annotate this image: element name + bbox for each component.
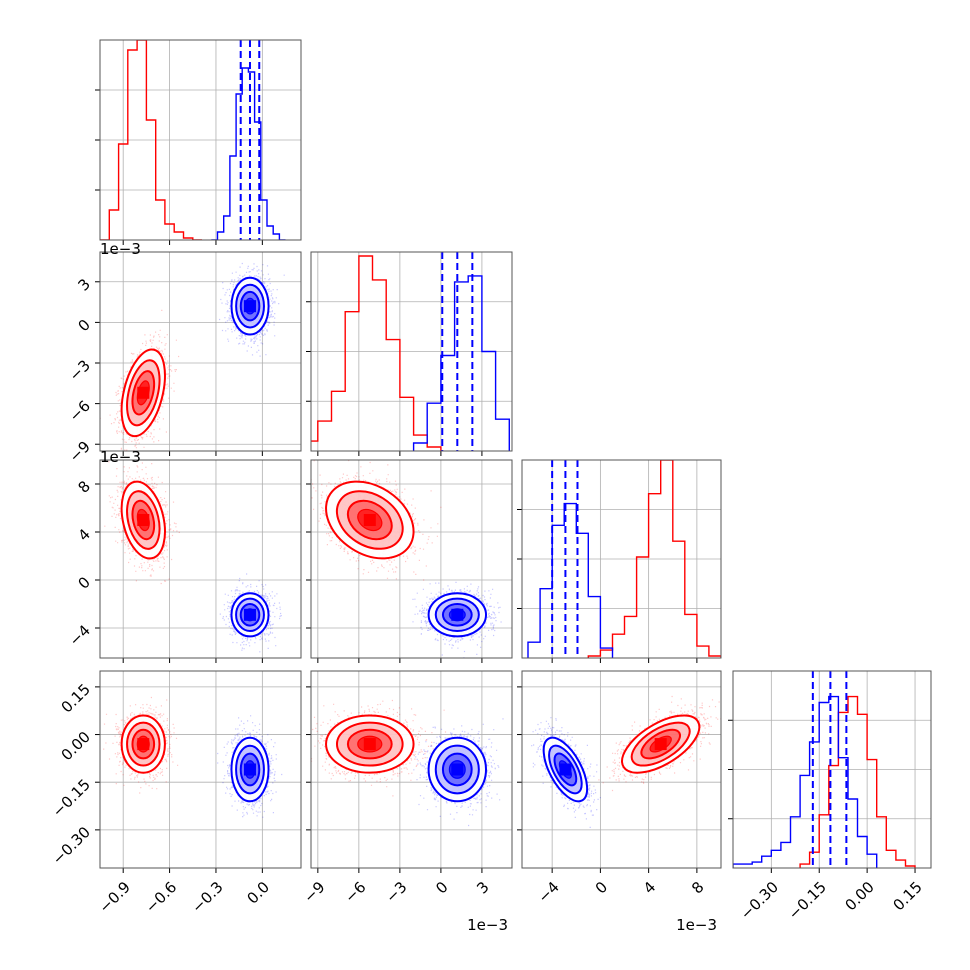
hist-red xyxy=(799,695,916,868)
scatter-panel-2-1 xyxy=(306,459,513,663)
panel-frame xyxy=(521,670,722,869)
density-peak xyxy=(654,738,667,751)
y-tick-label: 0 xyxy=(75,573,94,592)
x-tick-label: −3 xyxy=(382,878,410,906)
panel-frame xyxy=(99,39,302,241)
x-offset-label: 1e−3 xyxy=(676,916,717,934)
hist-blue xyxy=(412,275,510,451)
y-tick-label: 0.15 xyxy=(58,680,94,716)
x-tick-label: −0.3 xyxy=(188,878,226,916)
panel-frame xyxy=(99,459,302,659)
x-tick-label: −0.6 xyxy=(142,878,180,916)
y-tick-label: 3 xyxy=(75,275,94,294)
x-tick-label: 3 xyxy=(473,878,492,897)
y-tick-label: 0 xyxy=(75,316,94,335)
hist-blue xyxy=(211,67,286,240)
diag-panel-2 xyxy=(517,459,722,663)
y-tick-label: 8 xyxy=(75,477,94,496)
panel-frame xyxy=(732,670,932,869)
density-peak xyxy=(137,514,150,526)
panel-frame xyxy=(310,251,513,452)
scatter-group xyxy=(311,460,502,658)
x-axis-labels-3: −0.30 −0.15 0.00 0.15 xyxy=(737,878,926,923)
x-axis-labels-2: −4 0 4 8 1e−3 xyxy=(535,878,717,934)
x-tick-label: −4 xyxy=(535,878,563,906)
y-tick-label: −4 xyxy=(66,621,94,649)
density-peak xyxy=(451,608,464,621)
x-tick-label: 4 xyxy=(640,878,659,897)
x-tick-label: 0.15 xyxy=(889,878,925,914)
x-tick-label: −0.9 xyxy=(95,878,133,916)
x-axis-labels-0: −0.9 −0.6 −0.3 0.0 xyxy=(95,878,273,916)
scatter-group xyxy=(103,696,283,818)
y-tick-label: 4 xyxy=(75,525,94,544)
x-tick-label: −0.30 xyxy=(737,878,782,923)
diag-panel-1 xyxy=(306,251,513,456)
density-peak xyxy=(243,763,256,776)
density-peak xyxy=(137,386,150,399)
panel-frame xyxy=(521,459,722,659)
scatter-panel-3-0 xyxy=(95,670,302,873)
scatter-panel-2-0 xyxy=(95,459,302,663)
diag-panel-3 xyxy=(728,670,932,873)
density-peak xyxy=(137,738,150,751)
density-peak xyxy=(363,514,376,526)
scatter-group xyxy=(104,461,282,653)
y-tick-label: −0.15 xyxy=(49,775,94,820)
hist-blue xyxy=(527,502,614,658)
y-tick-label: −9 xyxy=(66,438,94,466)
hist-blue xyxy=(733,695,878,868)
y-tick-label: −0.30 xyxy=(49,823,94,868)
density-peak xyxy=(243,300,256,313)
x-tick-label: 8 xyxy=(688,878,707,897)
scatter-group xyxy=(311,699,504,827)
x-tick-label: 0.0 xyxy=(243,878,273,908)
hist-red xyxy=(587,460,721,658)
scatter-panel-3-1 xyxy=(306,670,513,873)
x-tick-label: 0 xyxy=(432,878,451,897)
diag-panel-0 xyxy=(95,39,302,245)
scatter-panel-1-0 xyxy=(95,251,302,456)
y-offset-label: 1e−3 xyxy=(100,240,141,258)
density-peak xyxy=(243,608,256,621)
panel-frame xyxy=(310,459,513,659)
y-tick-label: −3 xyxy=(66,356,94,384)
x-tick-label: −0.15 xyxy=(785,878,830,923)
panel-frame xyxy=(99,670,302,869)
hist-red xyxy=(311,255,442,451)
y-offset-label: 1e−3 xyxy=(100,448,141,466)
density-peak xyxy=(559,763,572,776)
hist-group xyxy=(311,252,510,451)
x-offset-label: 1e−3 xyxy=(467,916,508,934)
x-tick-label: −6 xyxy=(341,878,369,906)
panel-frame xyxy=(310,670,513,869)
scatter-group xyxy=(100,262,285,451)
hist-group xyxy=(527,460,721,658)
x-tick-label: 0.00 xyxy=(842,878,878,914)
density-peak xyxy=(363,738,376,751)
panel-frame xyxy=(99,251,302,452)
y-tick-label: −6 xyxy=(66,397,94,425)
y-tick-label: 0.00 xyxy=(58,728,94,764)
x-tick-label: 0 xyxy=(592,878,611,897)
x-tick-label: −9 xyxy=(300,878,328,906)
x-axis-labels-1: −9 −6 −3 0 3 1e−3 xyxy=(300,878,508,934)
y-axis-labels-3: −0.30−0.15 0.00 0.15 xyxy=(49,680,94,868)
scatter-group xyxy=(531,695,721,828)
hist-group xyxy=(733,671,916,868)
hist-red xyxy=(100,40,202,240)
hist-group xyxy=(100,40,286,240)
scatter-panel-3-2 xyxy=(517,670,722,873)
density-peak xyxy=(451,763,464,776)
